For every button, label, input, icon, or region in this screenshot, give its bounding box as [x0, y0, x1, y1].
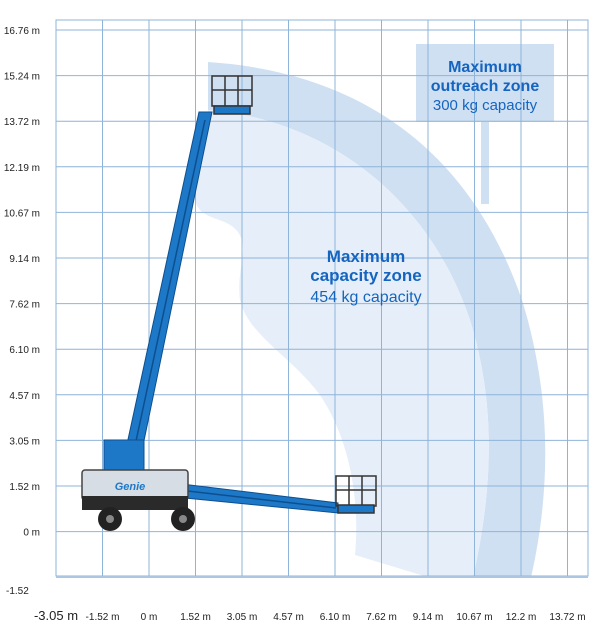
brand-label: Genie: [115, 481, 146, 493]
capacity-zone-title-2: capacity zone: [310, 266, 422, 285]
rear-wheel-hub: [106, 515, 114, 523]
y-tick-label: 3.05 m: [9, 436, 40, 447]
y-axis-ticks: 16.76 m 15.24 m 13.72 m 12.19 m 10.67 m 9.14 …: [4, 26, 40, 597]
lower-platform: [335, 475, 377, 514]
y-tick-label: 4.57 m: [9, 391, 40, 402]
x-tick-label: 3.05 m: [227, 612, 258, 623]
outreach-pointer: [481, 120, 489, 204]
outreach-label-box: [416, 44, 554, 122]
y-tick-label: 10.67 m: [4, 208, 40, 219]
outreach-zone-title-2: outreach zone: [431, 78, 540, 95]
y-tick-label: 9.14 m: [9, 254, 40, 265]
x-tick-label: 4.57 m: [273, 612, 304, 623]
capacity-zone-capacity: 454 kg capacity: [310, 289, 421, 306]
zones-layer: [195, 44, 554, 576]
outreach-zone-title-1: Maximum: [448, 59, 522, 76]
lowered-boom-rail: [169, 488, 337, 509]
x-tick-label: -3.05 m: [34, 608, 78, 623]
upper-platform: [211, 75, 253, 115]
capacity-zone: [195, 110, 489, 576]
y-tick-label: 0 m: [23, 528, 40, 539]
x-axis-ticks: -3.05 m -1.52 m 0 m 1.52 m 3.05 m 4.57 m 6.10 …: [34, 608, 586, 623]
x-tick-label: 9.14 m: [413, 612, 444, 623]
front-wheel-hub: [179, 515, 187, 523]
turret: [103, 439, 145, 471]
x-tick-label: 13.72 m: [549, 612, 585, 623]
outreach-zone-capacity: 300 kg capacity: [433, 97, 538, 114]
lowered-boom: [164, 481, 339, 514]
y-tick-label: 6.10 m: [9, 345, 40, 356]
y-tick-label: 1.52 m: [9, 482, 40, 493]
grid-border: [55, 19, 589, 577]
x-tick-label: 10.67 m: [456, 612, 492, 623]
chassis-base: [82, 496, 188, 510]
boom-lift: Genie: [81, 75, 377, 531]
x-tick-label: 1.52 m: [180, 612, 211, 623]
outreach-zone-band: [208, 62, 546, 576]
grid: [55, 19, 589, 578]
capacity-zone-title-1: Maximum: [327, 247, 405, 266]
y-tick-label: 12.19 m: [4, 163, 40, 174]
y-tick-label: 13.72 m: [4, 117, 40, 128]
raised-boom: [123, 111, 213, 461]
raised-boom-rail: [132, 119, 206, 456]
x-tick-label: -1.52 m: [86, 612, 120, 623]
x-tick-label: 12.2 m: [506, 612, 537, 623]
x-tick-label: 6.10 m: [320, 612, 351, 623]
y-tick-label: 15.24 m: [4, 72, 40, 83]
x-tick-label: 7.62 m: [366, 612, 397, 623]
x-tick-label: 0 m: [141, 612, 158, 623]
y-tick-label: 16.76 m: [4, 26, 40, 37]
y-tick-label: -1.52: [6, 586, 29, 597]
y-tick-label: 7.62 m: [9, 300, 40, 311]
